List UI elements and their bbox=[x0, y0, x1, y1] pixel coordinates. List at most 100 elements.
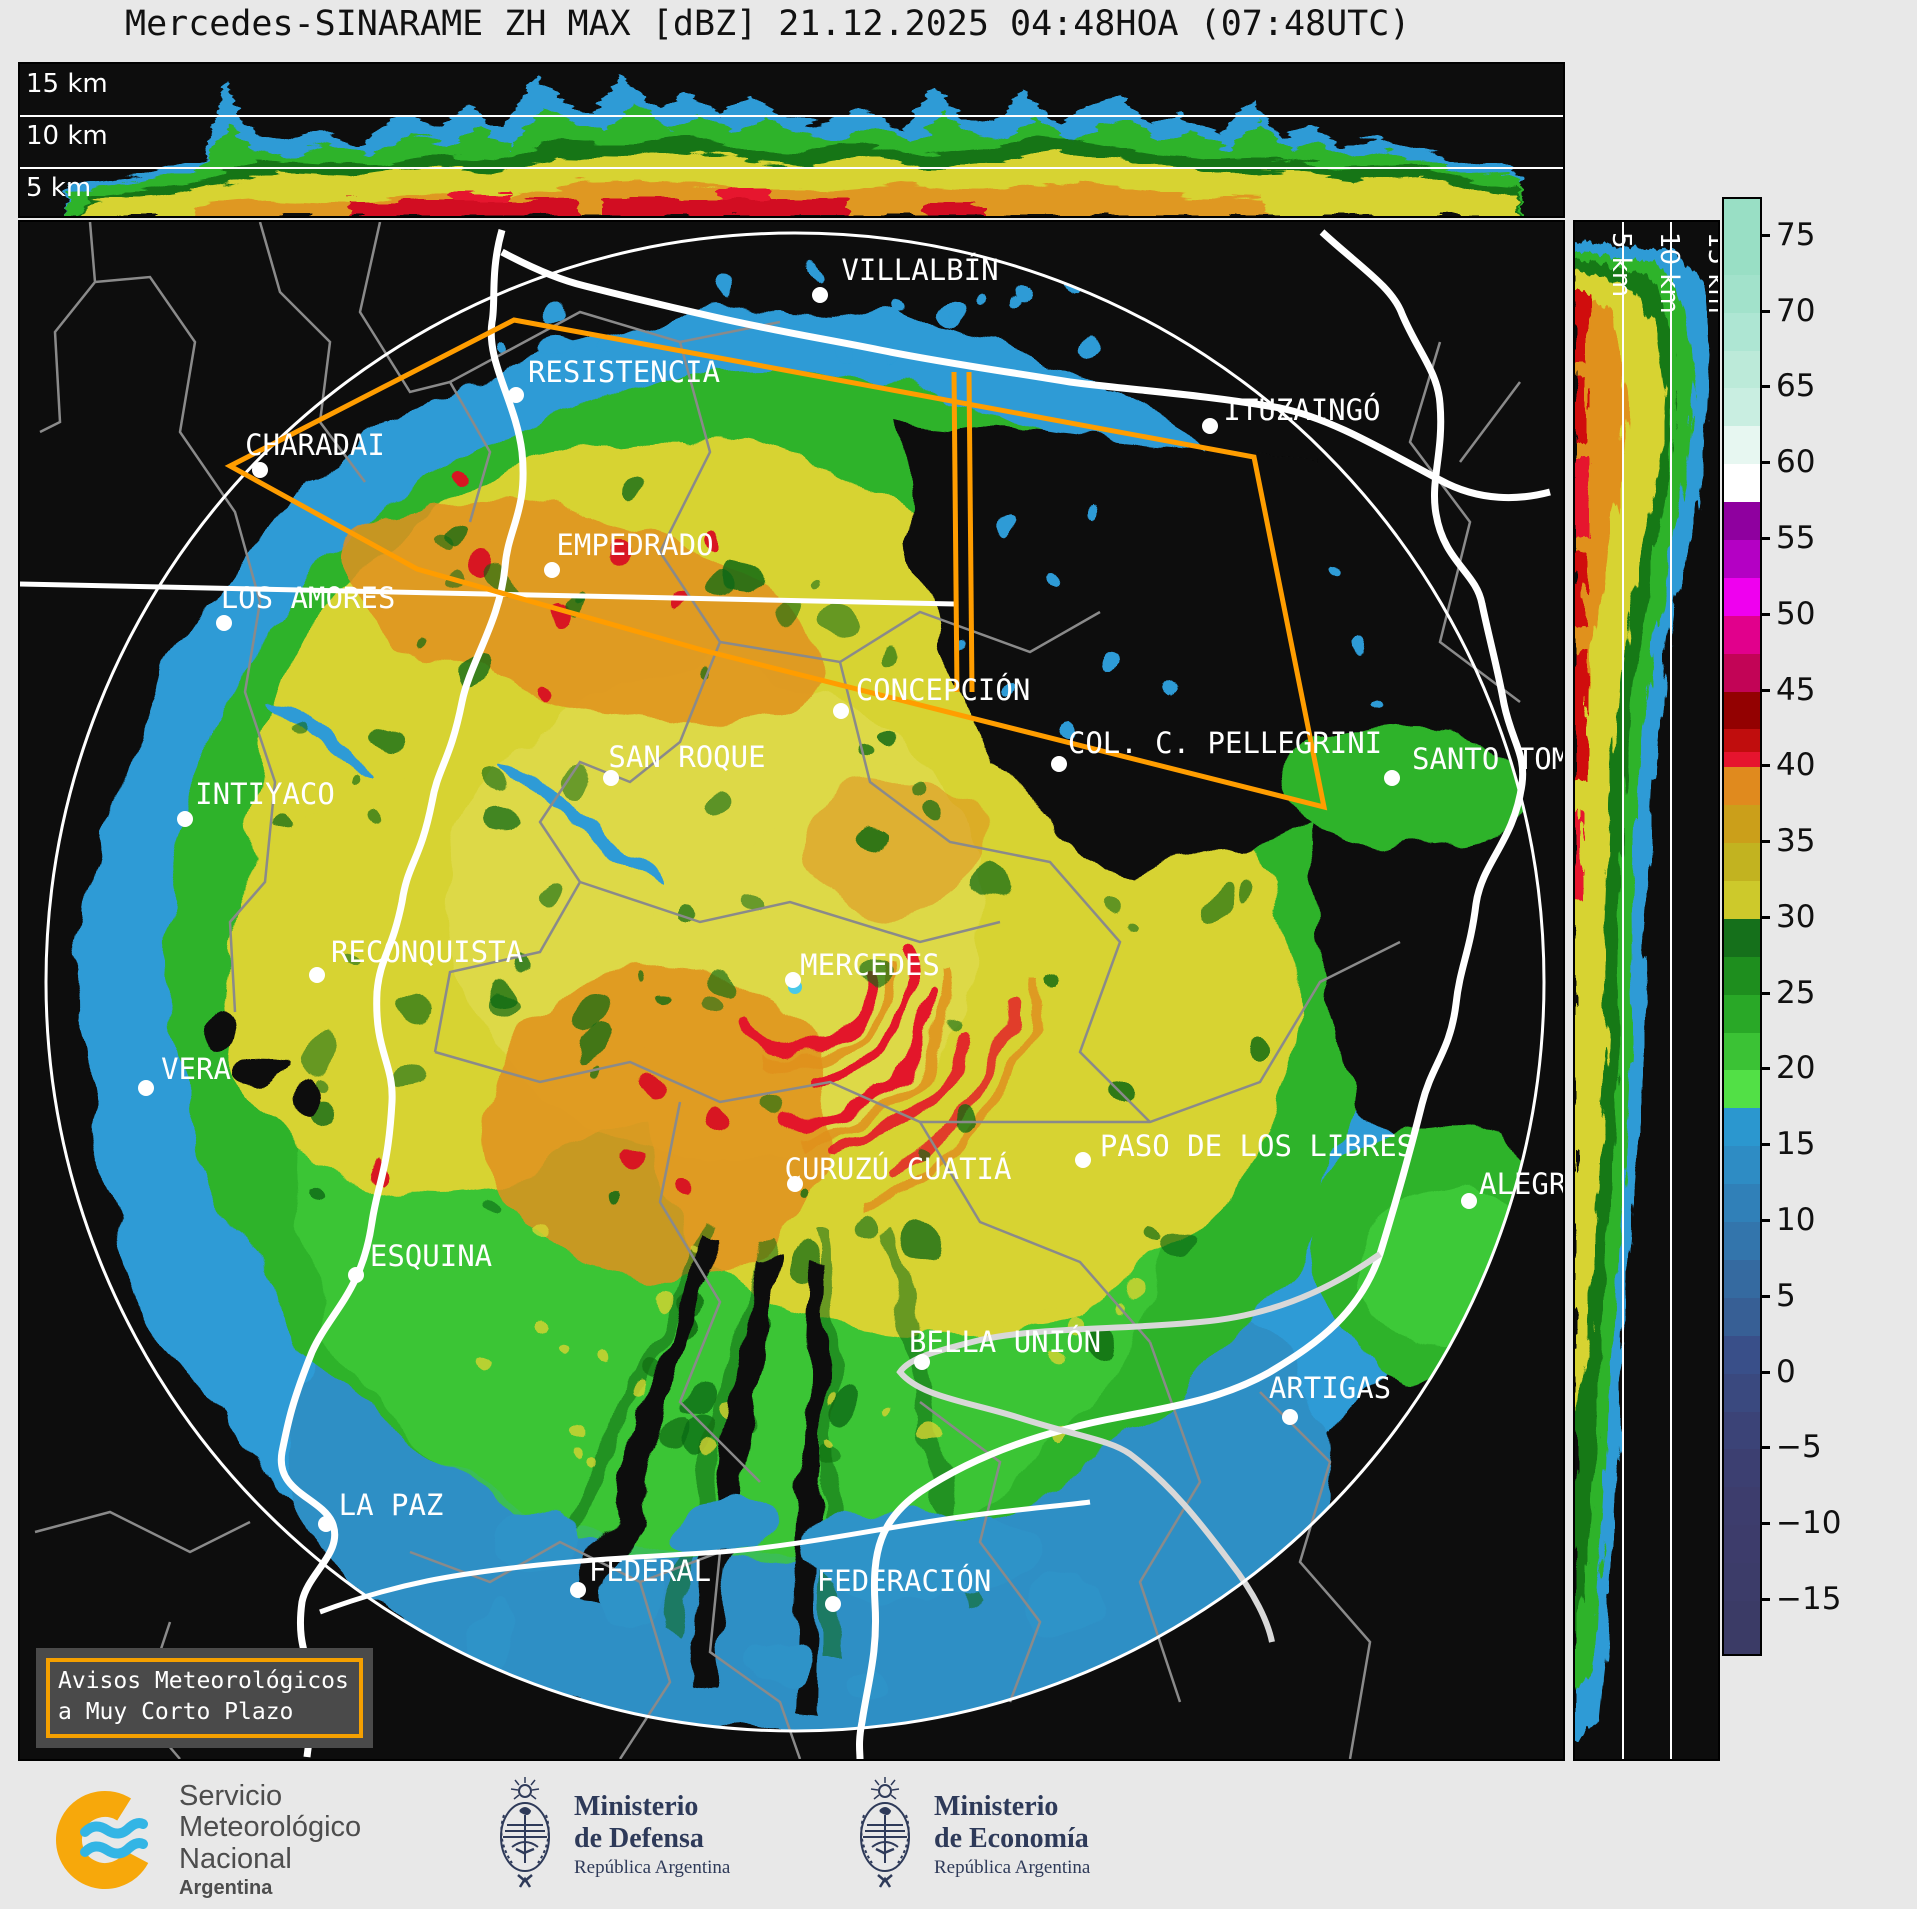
colorbar-segment bbox=[1724, 1335, 1760, 1374]
echo-speckle bbox=[641, 1376, 650, 1386]
top-panel-label-15km: 15 km bbox=[26, 69, 108, 99]
colorbar-segment bbox=[1724, 1600, 1760, 1654]
river-cuareim bbox=[896, 1251, 1382, 1643]
colorbar-segment bbox=[1724, 1297, 1760, 1336]
echo-speckle bbox=[799, 264, 811, 277]
warning-polygons bbox=[224, 317, 1328, 811]
top-profile-echoes bbox=[65, 76, 1522, 216]
city-label: VILLALBÍN bbox=[841, 253, 998, 287]
colorbar-tick bbox=[1760, 1143, 1770, 1147]
echo-speckle bbox=[544, 302, 566, 324]
colorbar-segment bbox=[1724, 767, 1760, 806]
colorbar-segment bbox=[1724, 502, 1760, 541]
city-label: FEDERAL bbox=[589, 1554, 711, 1588]
echo-speckle bbox=[947, 1027, 959, 1039]
colorbar-tick-label: −15 bbox=[1776, 1580, 1842, 1617]
echo-speckle bbox=[1073, 329, 1098, 354]
colorbar-segment bbox=[1724, 805, 1760, 844]
city-dot bbox=[1282, 1409, 1298, 1425]
echo-speckle bbox=[492, 809, 519, 836]
echo-speckle bbox=[573, 996, 603, 1027]
echo-speckle bbox=[483, 767, 512, 796]
echo-speckle bbox=[707, 971, 734, 998]
echo-speckle bbox=[858, 817, 886, 845]
echo-speckle bbox=[723, 287, 740, 305]
echo-speckle bbox=[393, 1067, 422, 1096]
city-label: ESQUINA bbox=[370, 1239, 492, 1273]
right-cross-section-panel: 5 km 10 km 15 km bbox=[1573, 220, 1720, 1761]
colorbar-tick-label: 20 bbox=[1776, 1050, 1816, 1087]
echo-speckle bbox=[438, 532, 457, 550]
city-dot bbox=[1202, 418, 1218, 434]
economia-line-2: de Economía bbox=[934, 1822, 1089, 1854]
colorbar-tick-label: 65 bbox=[1776, 368, 1816, 405]
colorbar-tick-label: 50 bbox=[1776, 595, 1816, 632]
colorbar-tick-label: −5 bbox=[1776, 1429, 1822, 1466]
colorbar-tick-label: 45 bbox=[1776, 671, 1816, 708]
echo-speckle bbox=[607, 1192, 619, 1204]
city-label: INTIYACO bbox=[195, 777, 335, 811]
colorbar-tick bbox=[1760, 233, 1770, 237]
echo-speckle bbox=[824, 1390, 834, 1400]
city-dot bbox=[138, 1080, 154, 1096]
right-panel-label-10km: 10 km bbox=[1654, 232, 1684, 314]
colorbar-tick-label: 35 bbox=[1776, 823, 1816, 860]
city-dot bbox=[785, 972, 801, 988]
city-dot bbox=[1461, 1193, 1477, 1209]
city-dot bbox=[603, 770, 619, 786]
echo-speckle bbox=[681, 1389, 717, 1425]
colorbar-segment bbox=[1724, 577, 1760, 616]
colorbar-segment bbox=[1724, 464, 1760, 503]
city-dot bbox=[1075, 1152, 1091, 1168]
echo-speckle bbox=[366, 814, 381, 830]
economia-subtitle: República Argentina bbox=[934, 1856, 1091, 1878]
colorbar-segment bbox=[1724, 350, 1760, 389]
top-panel-label-5km: 5 km bbox=[26, 173, 91, 203]
colorbar-tick-label: 5 bbox=[1776, 1277, 1796, 1314]
city-label: ALEGRETE bbox=[1479, 1167, 1563, 1201]
radar-range-ring bbox=[44, 231, 1546, 1733]
colorbar-segment bbox=[1724, 312, 1760, 351]
echo-speckle bbox=[815, 1436, 846, 1467]
colorbar-segment bbox=[1724, 540, 1760, 578]
argentina-coat-of-arms-icon bbox=[860, 1777, 910, 1888]
echo-speckle bbox=[876, 643, 891, 658]
city-label: CONCEPCIÓN bbox=[856, 673, 1031, 707]
colorbar-tick-label: 0 bbox=[1776, 1353, 1796, 1390]
colorbar-tick bbox=[1760, 1067, 1770, 1071]
echo-speckle bbox=[515, 958, 531, 973]
defensa-logo-block: Ministerio de Defensa República Argentin… bbox=[490, 1775, 730, 1895]
colorbar-tick-label: −10 bbox=[1776, 1505, 1842, 1542]
echo-speckle bbox=[981, 874, 1015, 907]
echo-speckle bbox=[1043, 975, 1062, 994]
colorbar-segment bbox=[1724, 691, 1760, 730]
echo-speckle bbox=[921, 1144, 933, 1156]
echo-speckle bbox=[900, 1221, 937, 1257]
colorbar-segment bbox=[1724, 956, 1760, 995]
echo-speckle bbox=[755, 1092, 780, 1117]
colorbar-tick bbox=[1760, 537, 1770, 541]
colorbar-tick bbox=[1760, 1597, 1770, 1601]
echo-speckle bbox=[1168, 1233, 1199, 1265]
legend-line-2: a Muy Corto Plazo bbox=[58, 1699, 294, 1726]
echo-speckle bbox=[696, 1236, 703, 1244]
city-label: FEDERACIÓN bbox=[817, 1564, 992, 1598]
smn-logo-icon bbox=[55, 1791, 154, 1890]
city-dot bbox=[177, 811, 193, 827]
echo-speckle bbox=[576, 1025, 607, 1056]
echo-speckle bbox=[802, 1190, 813, 1201]
echo-speckle bbox=[295, 731, 308, 744]
echo-speckle bbox=[698, 999, 719, 1021]
colorbar-tick-label: 30 bbox=[1776, 898, 1816, 935]
warning-legend-box: Avisos Meteorológicos a Muy Corto Plazo bbox=[36, 1648, 373, 1749]
page-title: Mercedes-SINARAME ZH MAX [dBZ] 21.12.202… bbox=[125, 4, 1411, 44]
colorbar-tick bbox=[1760, 1219, 1770, 1223]
echo-speckle bbox=[546, 1352, 556, 1362]
rivers bbox=[277, 229, 1551, 1759]
radar-map-panel: VILLALBÍN RESISTENCIA ITUZAINGÓ CHARADAI EMP… bbox=[18, 220, 1565, 1761]
city-label: COL. C. PELLEGRINI bbox=[1068, 726, 1382, 760]
colorbar-segment bbox=[1724, 1259, 1760, 1298]
footer: Servicio Meteorológico Nacional Argentin… bbox=[0, 1763, 1917, 1909]
echo-speckle bbox=[543, 337, 567, 361]
